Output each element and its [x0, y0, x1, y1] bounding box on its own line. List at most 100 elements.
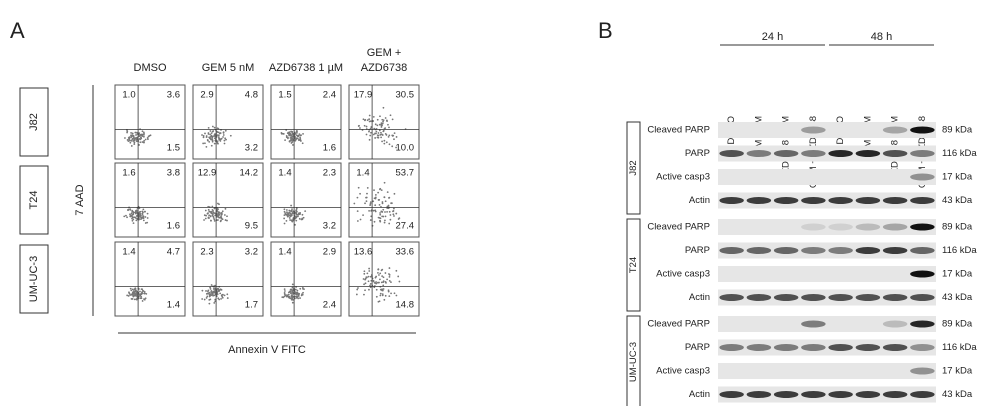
cell-event — [290, 294, 293, 297]
blot-strip — [718, 169, 936, 185]
cell-event — [372, 133, 375, 136]
cell-event — [123, 215, 126, 218]
cell-event — [389, 218, 392, 221]
cell-event — [290, 297, 293, 300]
flow-plot — [270, 84, 342, 160]
flow-plot — [270, 241, 342, 317]
cell-event — [299, 297, 301, 299]
cell-event — [372, 280, 375, 283]
cell-event — [382, 129, 385, 132]
cell-event — [284, 139, 286, 142]
cell-event — [357, 186, 360, 189]
quadrant-value: 3.2 — [245, 247, 258, 258]
cell-event — [224, 137, 227, 140]
cell-event — [290, 210, 292, 212]
cell-event — [384, 211, 386, 213]
quadrant-value: 30.5 — [396, 90, 415, 101]
cell-event — [149, 134, 152, 137]
cell-event — [214, 300, 217, 303]
cell-event — [299, 140, 302, 142]
cell-event — [383, 221, 386, 224]
cell-event — [365, 200, 368, 203]
protein-label: Cleaved PARP — [647, 319, 710, 330]
cell-event — [289, 288, 292, 291]
cell-event — [382, 276, 385, 279]
quadrant-value: 1.0 — [122, 90, 135, 101]
group-box — [626, 315, 641, 406]
row-label: UM-UC-3 — [28, 256, 40, 302]
cell-event — [213, 142, 216, 145]
cell-event — [209, 136, 212, 138]
cell-event — [387, 290, 390, 293]
cell-event — [143, 292, 146, 295]
cell-event — [296, 296, 299, 299]
cell-event — [289, 290, 292, 293]
cell-event — [298, 139, 300, 142]
cell-event — [388, 279, 391, 282]
size-label: 89 kDa — [942, 125, 973, 136]
quadrant-value: 12.9 — [198, 168, 217, 179]
cell-event — [205, 290, 207, 292]
cell-event — [131, 132, 134, 135]
size-label: 89 kDa — [942, 319, 973, 330]
quadrant-value: 14.8 — [396, 300, 415, 311]
cell-event — [223, 214, 226, 216]
size-label: 43 kDa — [942, 292, 973, 303]
cell-event — [392, 207, 395, 210]
cell-event — [138, 138, 141, 140]
cell-event — [135, 298, 138, 301]
cell-event — [205, 297, 208, 299]
cell-event — [203, 298, 206, 301]
cell-event — [135, 219, 138, 222]
cell-event — [204, 132, 206, 135]
cell-event — [383, 142, 386, 145]
cell-event — [379, 294, 382, 297]
cell-event — [398, 217, 401, 220]
cell-event — [373, 189, 375, 192]
quadrant-value: 27.4 — [396, 221, 415, 232]
size-label: 17 kDa — [942, 366, 973, 377]
cell-event — [368, 114, 371, 117]
cell-event — [135, 212, 137, 214]
cell-event — [141, 135, 144, 138]
blot-band — [855, 391, 881, 398]
blot-band — [910, 126, 935, 134]
cell-event — [214, 298, 217, 301]
blot-band — [910, 367, 935, 375]
cell-event — [129, 141, 132, 144]
cell-event — [381, 289, 384, 292]
cell-event — [211, 139, 214, 142]
cell-event — [285, 209, 288, 211]
cell-event — [292, 144, 294, 146]
cell-event — [379, 133, 382, 136]
cell-event — [133, 141, 136, 144]
cell-event — [213, 126, 216, 129]
cell-event — [375, 132, 377, 135]
cell-event — [201, 134, 203, 136]
cell-event — [374, 204, 377, 207]
quadrant-value: 1.6 — [167, 221, 180, 232]
cell-event — [211, 292, 214, 295]
protein-label: Actin — [689, 195, 710, 206]
cell-event — [383, 298, 386, 301]
cell-event — [285, 294, 288, 296]
cell-event — [365, 125, 368, 128]
cell-event — [369, 202, 372, 205]
cell-event — [294, 138, 297, 140]
cell-event — [380, 281, 383, 284]
cell-event — [368, 209, 370, 212]
cell-event — [213, 302, 216, 304]
cell-event — [134, 131, 137, 134]
column-header: GEM + — [367, 47, 402, 59]
cell-event — [375, 281, 378, 283]
blot-band — [882, 247, 908, 254]
cell-event — [384, 132, 387, 135]
cell-event — [202, 135, 205, 137]
quadrant-value: 10.0 — [396, 143, 415, 154]
flow-plot — [192, 241, 264, 317]
cell-event — [283, 208, 286, 211]
size-label: 116 kDa — [942, 148, 977, 159]
cell-event — [221, 295, 224, 298]
cell-event — [138, 214, 140, 217]
cell-event — [133, 294, 136, 297]
